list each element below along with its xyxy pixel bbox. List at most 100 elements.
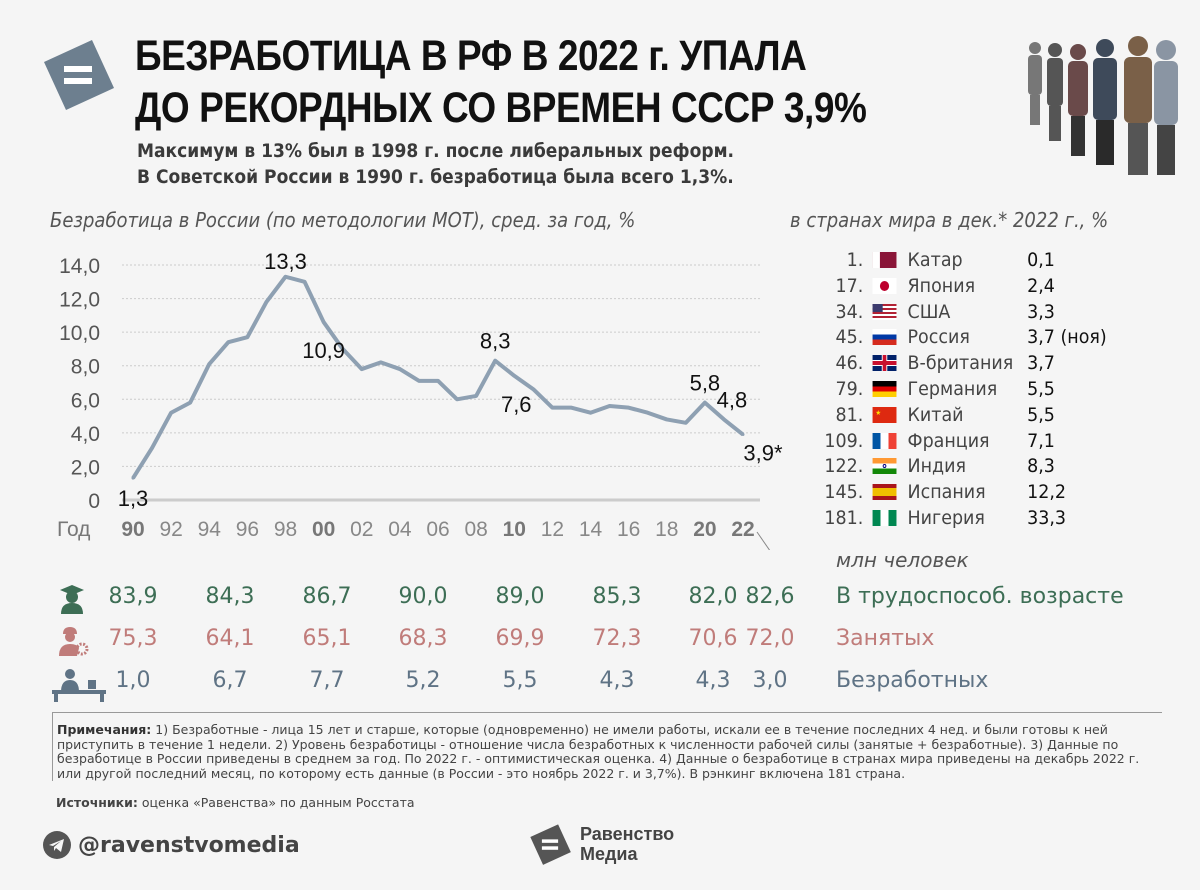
chart-title: Безработица в России (по методологии МОТ… [50,208,636,232]
x-tick-label: 22 [731,518,754,541]
x-tick-label: 10 [503,518,526,541]
telegram-link[interactable]: @ravenstvomedia [42,830,300,860]
uk-flag-icon [872,355,897,372]
x-tick-label: 00 [312,518,335,541]
data-label: 3,9* [743,441,783,466]
data-point [512,374,516,378]
qatar-flag-icon [872,252,897,268]
x-axis-label: Год [57,518,90,541]
sources-text: оценка «Равенства» по данным Росстата [141,795,415,810]
india-flag-icon [872,458,897,475]
spain-flag-icon [872,484,897,501]
rank-number: 46. [835,352,864,375]
data-point [284,275,287,279]
rank-number: 1. [846,249,864,271]
telegram-icon [43,831,71,859]
country-name: Германия [907,378,998,400]
country-name: Япония [907,274,976,297]
data-point [550,406,554,410]
page-title: БЕЗРАБОТИЦА В РФ В 2022 г. УПАЛА ДО РЕКО… [135,30,867,134]
data-label: 10,9 [302,338,345,363]
notes-text: 1) Безработные - лица 15 лет и старше, к… [57,722,1140,781]
population-value: 7,7 [309,668,345,693]
population-row: 75,3 64,1 65,1 68,3 69,9 72,3 70,6 72,0 Занятых [0,626,1200,660]
y-tick-label: 6,0 [71,389,100,412]
country-name: Франция [907,429,990,452]
y-tick-label: 4,0 [71,423,100,446]
data-point [569,406,573,410]
data-point [360,367,364,371]
population-value: 65,1 [302,626,352,651]
ranking-row: 17. Япония 2,4 [810,273,1055,299]
data-point [589,411,592,415]
rank-number: 145. [824,481,864,504]
population-value: 1,0 [115,668,151,693]
country-name: Россия [907,326,970,349]
population-value: 72,3 [592,626,642,651]
ranking-row: 79. Германия 5,5 [810,376,1055,402]
china-flag-icon: ★ [872,406,897,423]
rank-number: 81. [835,403,864,426]
population-value: 84,3 [205,584,255,609]
brand-logo: Равенство Медиа [528,822,674,866]
data-point [207,362,211,366]
x-tick-label: 02 [350,518,373,541]
population-value: 69,9 [495,626,545,651]
x-tick-label: 14 [579,518,603,541]
ranking-row: 45. Россия 3,7 (ноя) [810,324,1107,350]
data-point [131,476,135,480]
data-point [398,367,402,371]
graduate-icon [57,584,87,620]
y-tick-label: 14,0 [59,255,100,278]
data-label: 7,6 [501,392,532,417]
data-label: 1,3 [118,486,149,511]
data-point [474,394,478,398]
data-point [226,340,230,344]
unemployment-line-chart: 0 2,0 4,0 6,0 8,0 10,0 12,0 14,0 Год 90 92 94 96 98 00… [57,249,783,550]
subtitle-line-2: В Советской России в 1990 г. безработица… [137,166,734,188]
unemployment-value: 5,5 [1027,378,1055,400]
x-tick-label: 06 [426,518,449,541]
population-value: 68,3 [398,626,448,651]
x-tick-label: 12 [541,518,564,541]
data-point [303,280,307,284]
x-tick-label: 98 [274,518,297,541]
population-row-label: В трудоспособ. возрасте [836,584,1124,609]
x-tick-label: 90 [121,518,144,541]
data-label: 8,3 [480,329,511,354]
data-point [322,320,326,324]
subtitle: Максимум в 13% был в 1998 г. после либер… [137,138,734,190]
data-point [417,379,421,383]
unemployment-series-line [131,274,745,480]
ranking-row: 122. Индия 8,3 [810,453,1055,479]
ranking-row: 181. Нигерия 33,3 [810,505,1066,531]
russia-flag-icon [872,329,897,346]
population-value: 89,0 [495,584,545,609]
ravenstvo-logo [44,40,114,110]
unemployment-value: 3,7 (ноя) [1027,326,1107,349]
rank-number: 181. [824,507,864,529]
rank-number: 122. [824,455,864,478]
population-value: 4,3 [695,668,731,693]
x-tick-label: 16 [617,518,640,541]
population-value: 82,0 [688,584,738,609]
data-point [665,417,669,421]
data-point [722,417,726,421]
x-tick-label: 18 [655,518,678,541]
data-point [169,411,173,415]
data-label: 5,8 [690,371,721,396]
ravenstvo-logo-icon [530,824,571,865]
data-label: 13,3 [264,249,307,274]
ranking-row: 34. США 3,3 [810,299,1055,325]
ranking-row: 145. Испания 12,2 [810,479,1066,505]
country-name: Испания [907,481,986,504]
unemployment-value: 8,3 [1027,455,1055,478]
unemployment-value: 5,5 [1027,403,1055,426]
population-value: 82,6 [745,584,795,609]
population-value: 70,6 [688,626,738,651]
rank-number: 79. [835,378,864,400]
unemployment-value: 3,3 [1027,300,1055,323]
population-value: 72,0 [745,626,795,651]
data-point [703,401,707,405]
title-line-2: ДО РЕКОРДНЫХ СО ВРЕМЕН СССР 3,9% [135,84,867,132]
